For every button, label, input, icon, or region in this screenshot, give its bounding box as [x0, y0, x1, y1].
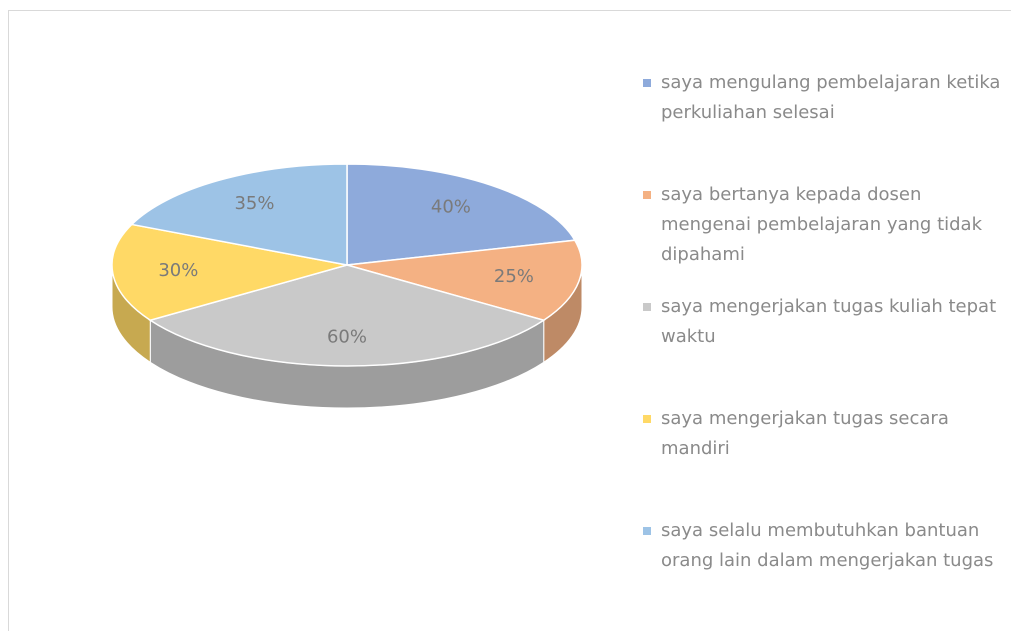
pie-slice [346, 239, 583, 322]
pie-tops: 40% 25% 60% 30% 35% [111, 163, 583, 367]
legend-item: saya selalu membutuhkan bantuan orang la… [641, 516, 1001, 628]
data-label: 25% [494, 266, 534, 287]
data-label: 30% [158, 260, 198, 281]
legend-swatch [643, 527, 651, 535]
legend-label: saya bertanya kepada dosen mengenai pemb… [661, 184, 983, 265]
legend-item: saya bertanya kepada dosen mengenai pemb… [641, 180, 1001, 292]
pie-slice [111, 223, 348, 322]
legend-item: saya mengerjakan tugas kuliah tepat wakt… [641, 292, 1001, 404]
legend-swatch [643, 191, 651, 199]
legend-item: saya mengulang pembelajaran ketika perku… [641, 68, 1001, 180]
legend-label: saya mengerjakan tugas kuliah tepat wakt… [661, 296, 997, 347]
legend-swatch [643, 79, 651, 87]
pie-slice [346, 163, 577, 266]
legend-label: saya selalu membutuhkan bantuan orang la… [661, 520, 994, 571]
chart-frame [8, 10, 1011, 631]
legend-label: saya mengulang pembelajaran ketika perku… [661, 72, 1001, 123]
legend-swatch [643, 415, 651, 423]
data-label: 35% [234, 193, 274, 214]
data-label: 60% [327, 327, 367, 348]
legend-item: saya mengerjakan tugas secara mandiri [641, 404, 1001, 516]
legend: saya mengulang pembelajaran ketika perku… [641, 68, 1001, 628]
legend-label: saya mengerjakan tugas secara mandiri [661, 408, 949, 459]
pie-slice [148, 264, 546, 367]
legend-swatch [643, 303, 651, 311]
data-label: 40% [431, 197, 471, 218]
pie-slice [130, 163, 348, 266]
